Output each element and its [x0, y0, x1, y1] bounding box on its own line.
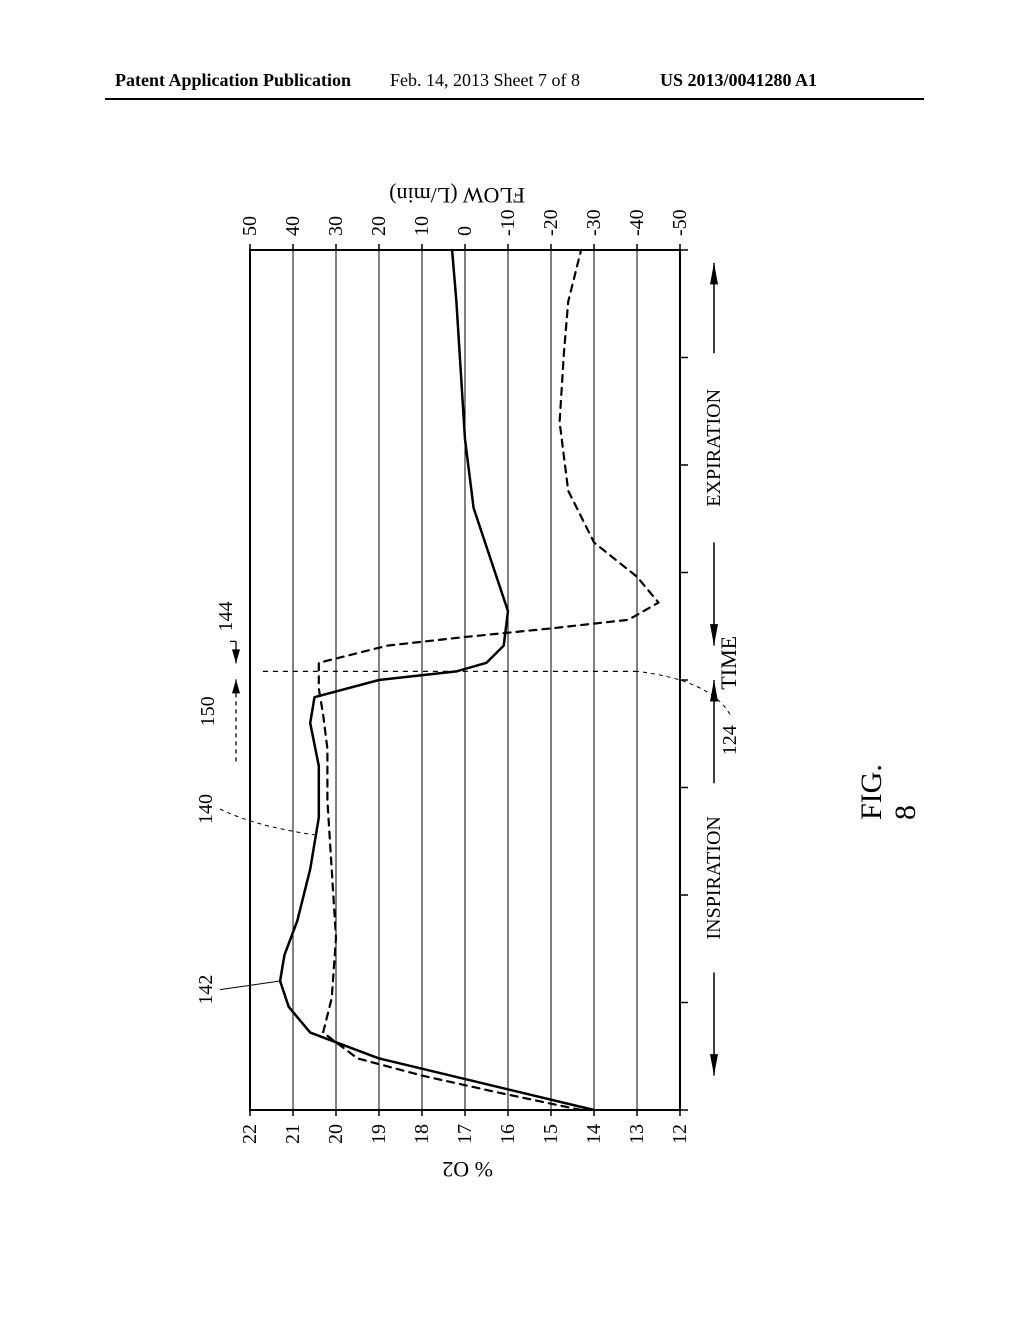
- header-mid: Feb. 14, 2013 Sheet 7 of 8: [390, 70, 580, 91]
- svg-text:50: 50: [239, 216, 261, 236]
- svg-text:0: 0: [454, 226, 476, 236]
- chart-svg: 22 50 21 40 20 30 19 20 18 10 17 0 16 -10 15 -20 14 -30 13…: [160, 160, 880, 1220]
- svg-text:21: 21: [282, 1124, 304, 1144]
- svg-text:-10: -10: [497, 209, 519, 236]
- svg-text:20: 20: [325, 1124, 347, 1144]
- svg-text:14: 14: [583, 1124, 605, 1144]
- svg-text:-50: -50: [669, 209, 691, 236]
- svg-text:-20: -20: [540, 209, 562, 236]
- svg-text:-40: -40: [626, 209, 648, 236]
- svg-text:124: 124: [719, 725, 741, 755]
- svg-text:150: 150: [197, 696, 219, 726]
- header-rule: [105, 98, 924, 100]
- svg-text:FLOW (L/min): FLOW (L/min): [389, 183, 525, 208]
- svg-text:EXPIRATION: EXPIRATION: [703, 389, 725, 507]
- svg-text:19: 19: [368, 1124, 390, 1144]
- figure-8: 22 50 21 40 20 30 19 20 18 10 17 0 16 -10 15 -20 14 -30 13…: [160, 160, 880, 1220]
- header-right: US 2013/0041280 A1: [660, 70, 817, 91]
- svg-text:40: 40: [282, 216, 304, 236]
- svg-text:144: 144: [215, 601, 237, 631]
- svg-text:20: 20: [368, 216, 390, 236]
- svg-text:TIME: TIME: [716, 636, 741, 690]
- svg-text:% O2: % O2: [442, 1157, 493, 1182]
- svg-text:13: 13: [626, 1124, 648, 1144]
- figure-caption: FIG. 8: [855, 764, 923, 820]
- svg-text:22: 22: [239, 1124, 261, 1144]
- svg-text:12: 12: [669, 1124, 691, 1144]
- svg-text:30: 30: [325, 216, 347, 236]
- svg-text:10: 10: [411, 216, 433, 236]
- svg-text:140: 140: [195, 794, 217, 824]
- svg-text:18: 18: [411, 1124, 433, 1144]
- svg-text:15: 15: [540, 1124, 562, 1144]
- svg-text:142: 142: [195, 975, 217, 1005]
- svg-text:-30: -30: [583, 209, 605, 236]
- header-left: Patent Application Publication: [115, 70, 351, 91]
- svg-text:INSPIRATION: INSPIRATION: [703, 816, 725, 939]
- svg-text:16: 16: [497, 1124, 519, 1144]
- svg-text:17: 17: [454, 1124, 476, 1144]
